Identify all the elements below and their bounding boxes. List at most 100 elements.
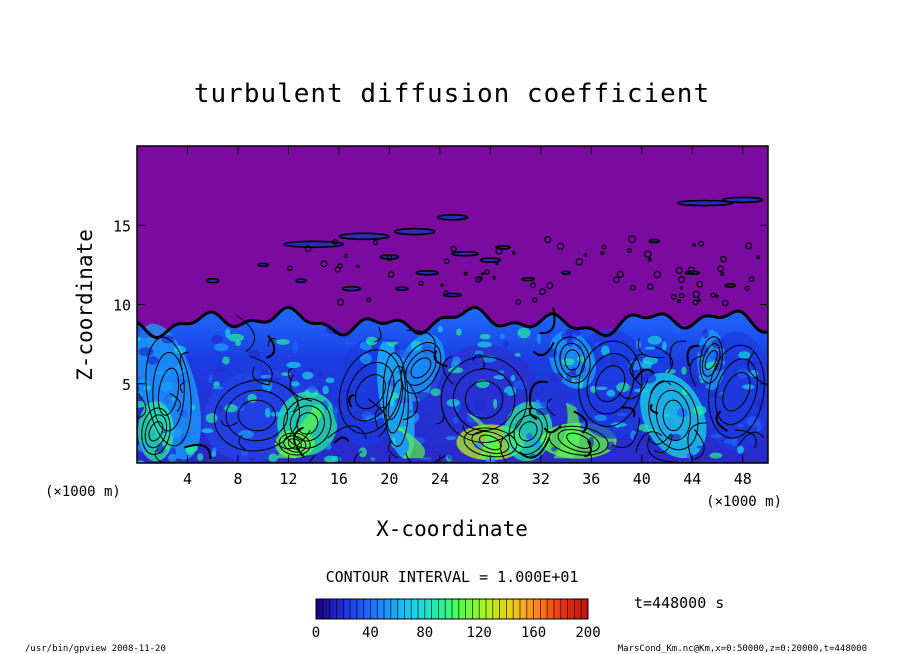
contour-line bbox=[479, 357, 485, 371]
upper-speck-contour bbox=[492, 275, 497, 280]
speckle bbox=[571, 377, 576, 384]
upper-speck-contour bbox=[337, 298, 345, 306]
contour-line bbox=[573, 410, 588, 434]
x-tick-label: 36 bbox=[582, 470, 600, 488]
contour-line bbox=[689, 355, 704, 387]
green-tongue bbox=[389, 423, 426, 459]
contour-line bbox=[586, 353, 634, 415]
speckle bbox=[138, 347, 154, 357]
upper-cloud-contour bbox=[436, 214, 469, 221]
speckle bbox=[479, 333, 491, 340]
speckle bbox=[262, 374, 272, 378]
upper-speck-contour bbox=[748, 276, 755, 282]
upper-speck-contour bbox=[628, 235, 636, 244]
upper-speck-contour bbox=[692, 299, 699, 306]
contour-interval-label: CONTOUR INTERVAL = 1.000E+01 bbox=[326, 568, 579, 586]
chart-title: turbulent diffusion coefficient bbox=[194, 79, 710, 109]
colorbar-tick-label: 40 bbox=[362, 625, 379, 641]
speckle bbox=[208, 373, 213, 384]
upper-speck-contour bbox=[714, 294, 719, 298]
upper-speck-contour bbox=[532, 297, 538, 303]
contour-line bbox=[557, 428, 600, 453]
plot-area bbox=[137, 146, 768, 463]
speckle bbox=[679, 436, 687, 441]
contour-line bbox=[635, 431, 663, 453]
speckle bbox=[248, 349, 261, 358]
upper-speck-contour bbox=[443, 258, 450, 265]
upper-speck-contour bbox=[687, 266, 696, 274]
speckle bbox=[366, 336, 378, 346]
speckle bbox=[742, 384, 755, 390]
upper-cloud-contour bbox=[257, 262, 270, 268]
speckle bbox=[344, 341, 358, 345]
speckle bbox=[412, 413, 420, 422]
contour-line bbox=[385, 365, 406, 434]
contour-line bbox=[452, 368, 516, 431]
contour-line bbox=[141, 407, 171, 456]
speckle bbox=[411, 340, 422, 351]
speckle bbox=[606, 446, 620, 451]
eddy-patch bbox=[640, 372, 707, 459]
contour-line bbox=[578, 340, 643, 427]
contour-line bbox=[433, 350, 448, 368]
speckle bbox=[696, 445, 707, 449]
speckle bbox=[235, 340, 242, 347]
contour-line bbox=[704, 349, 718, 370]
upper-speck-contour bbox=[721, 299, 729, 307]
contour-line bbox=[225, 389, 289, 442]
upper-speck-contour bbox=[332, 238, 338, 245]
upper-cloud-contour bbox=[295, 278, 307, 284]
contour-line bbox=[287, 368, 293, 381]
contour-line bbox=[654, 346, 673, 374]
speckle bbox=[248, 456, 256, 463]
speckle bbox=[291, 381, 300, 387]
speckle bbox=[642, 356, 658, 365]
contour-line bbox=[236, 314, 256, 352]
speckle bbox=[137, 379, 151, 384]
speckle bbox=[154, 370, 171, 376]
contour-line bbox=[157, 367, 180, 416]
speckle bbox=[261, 368, 269, 376]
speckle bbox=[493, 375, 505, 380]
contour-line bbox=[283, 398, 332, 449]
speckle bbox=[664, 413, 671, 418]
contour-line bbox=[686, 344, 700, 367]
upper-cloud-contour bbox=[561, 270, 571, 276]
contour-line bbox=[348, 393, 355, 408]
contour-line bbox=[289, 374, 313, 402]
contour-line bbox=[144, 414, 168, 449]
speckle bbox=[711, 338, 726, 349]
upper-speck-contour bbox=[477, 275, 483, 281]
speckle bbox=[358, 447, 367, 458]
speckle bbox=[391, 436, 397, 448]
contour-line bbox=[266, 334, 276, 359]
contour-line bbox=[406, 329, 436, 353]
y-axis-ticks: 5 10 15 bbox=[113, 217, 768, 394]
contour-line bbox=[528, 406, 538, 421]
speckle bbox=[450, 360, 459, 370]
contour-line bbox=[518, 421, 538, 442]
speckle bbox=[517, 327, 531, 339]
contour-line bbox=[287, 438, 302, 450]
speckle bbox=[168, 426, 183, 438]
speckle bbox=[331, 455, 342, 462]
speckle bbox=[218, 405, 223, 414]
time-label: t=448000 s bbox=[634, 594, 724, 612]
contour-line bbox=[621, 406, 636, 417]
upper-speck-contour bbox=[484, 269, 490, 275]
speckle bbox=[662, 341, 667, 351]
upper-speck-contour bbox=[720, 255, 727, 263]
contour-line bbox=[289, 405, 325, 442]
upper-speck-contour bbox=[643, 250, 652, 259]
upper-speck-contour bbox=[356, 264, 360, 269]
contour-line bbox=[618, 379, 649, 400]
contour-line bbox=[543, 424, 562, 434]
contour-line bbox=[548, 425, 609, 456]
upper-speck-contour bbox=[450, 245, 457, 252]
contour-line bbox=[252, 366, 271, 386]
upper-speck-contour bbox=[720, 271, 725, 276]
contour-line bbox=[374, 326, 382, 343]
speckle bbox=[180, 433, 185, 444]
contour-line bbox=[442, 355, 454, 385]
speckle bbox=[510, 374, 516, 382]
